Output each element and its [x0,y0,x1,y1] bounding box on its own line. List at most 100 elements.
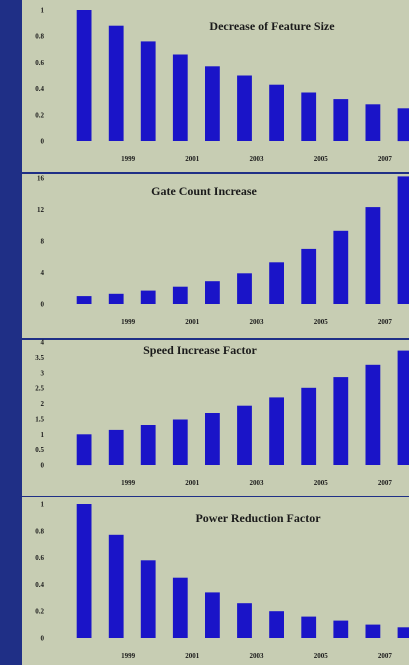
x-tick-label: 2005 [314,155,329,163]
x-tick-label: 2005 [314,652,329,660]
x-tick-label: 2001 [185,318,200,326]
bar-2005 [301,248,317,304]
bar-1999 [108,429,124,465]
y-tick-label: 1 [41,7,45,15]
y-tick-label: 0.4 [35,581,44,589]
bar-2004 [269,397,284,465]
y-tick-label: 2 [41,400,45,408]
y-tick-label: 1 [41,501,45,509]
x-tick-label: 2005 [314,318,329,326]
chart-1: 0 0.2 0.4 0.6 0.8 1 1999 2001 2003 2005 2007 Decrea… [22,0,409,172]
bar-2008 [397,350,409,465]
y-tick-label: 0 [41,462,45,470]
chart-4: 0 0.2 0.4 0.6 0.8 1 1999 2001 2003 2005 2007 Power … [22,497,409,665]
y-tick-label: 0 [41,635,45,643]
bar-2000 [140,425,156,465]
y-tick-label: 0 [41,301,45,309]
y-tick-label: 12 [37,206,45,214]
chart-title: Speed Increase Factor [143,343,257,357]
x-tick-label: 2007 [378,652,393,660]
bar-2007 [365,624,381,638]
x-tick-label: 2007 [378,479,393,487]
chart-title: Power Reduction Factor [195,511,321,525]
y-tick-label: 0.6 [35,554,44,562]
bar-2001 [172,419,188,465]
x-tick-label: 2001 [185,155,200,163]
x-tick-label: 2003 [250,318,265,326]
chart-title: Gate Count Increase [151,184,257,198]
bar-2008 [397,627,409,638]
x-tick-label: 2003 [250,479,265,487]
bar-2008 [397,108,409,142]
bar-2002 [205,66,220,141]
bar-2003 [237,603,252,638]
y-tick-label: 0.2 [35,608,44,616]
bar-2000 [140,41,156,141]
y-tick-label: 0.4 [35,85,44,93]
bar-2000 [140,560,156,638]
x-tick-label: 1999 [121,479,136,487]
bar-2007 [365,364,381,465]
chart-3: 0 0.5 1 1.5 2 2.5 3 3.5 4 1999 2001 2003 2005 2007 Spe… [22,339,409,496]
y-tick-label: 3 [41,369,45,377]
y-tick-label: 0 [41,138,45,146]
bar-2001 [172,577,188,638]
bar-1998 [76,434,92,466]
bar-2003 [237,75,252,141]
y-tick-label: 8 [41,238,45,246]
chart-panel [22,174,409,338]
bar-1998 [76,504,92,638]
bar-2000 [140,290,156,304]
x-tick-label: 2005 [314,479,329,487]
x-tick-label: 2007 [378,318,393,326]
bar-1999 [108,25,124,142]
bar-1999 [108,534,124,638]
y-tick-label: 0.5 [35,446,44,454]
x-tick-label: 1999 [121,155,136,163]
y-tick-label: 0.8 [35,527,44,535]
bar-2001 [172,54,188,141]
bar-2004 [269,262,284,304]
y-tick-label: 1 [41,431,45,439]
y-tick-label: 0.8 [35,33,44,41]
y-tick-label: 0.2 [35,111,44,119]
y-tick-label: 3.5 [35,354,44,362]
y-tick-label: 2.5 [35,385,44,393]
x-tick-label: 1999 [121,318,136,326]
bar-2002 [205,281,220,304]
chart-2: 0 4 8 12 16 1999 2001 2003 2005 2007 Gate Count In… [22,174,409,338]
x-tick-label: 1999 [121,652,136,660]
bar-2003 [237,273,252,304]
bar-2002 [205,413,220,465]
x-tick-label: 2007 [378,155,393,163]
bar-2008 [397,176,409,304]
bar-2003 [237,405,252,465]
bar-1998 [76,10,92,141]
y-tick-label: 4 [41,269,45,277]
bar-2005 [301,387,317,465]
bar-2006 [333,377,349,465]
x-tick-label: 2001 [185,479,200,487]
bar-2007 [365,207,381,304]
y-tick-label: 16 [37,175,45,183]
bar-2006 [333,99,349,141]
bar-1998 [76,296,92,304]
bar-1999 [108,293,124,304]
x-tick-label: 2001 [185,652,200,660]
chart-title: Decrease of Feature Size [209,19,335,33]
bar-2002 [205,592,220,638]
bar-2006 [333,230,349,304]
x-tick-label: 2003 [250,155,265,163]
bar-2007 [365,104,381,141]
y-tick-label: 4 [41,339,45,347]
bar-2006 [333,620,349,638]
bar-2005 [301,92,317,141]
bar-2001 [172,286,188,304]
bar-2004 [269,611,284,638]
bar-2005 [301,616,317,638]
bar-2004 [269,84,284,141]
x-tick-label: 2003 [250,652,265,660]
y-tick-label: 1.5 [35,415,44,423]
